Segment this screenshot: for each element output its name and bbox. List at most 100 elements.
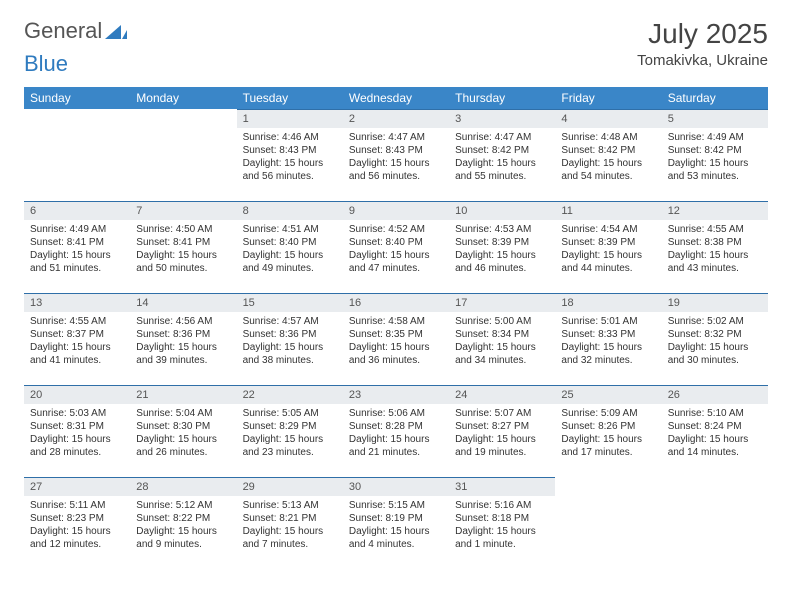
sunset-line: Sunset: 8:22 PM	[136, 512, 230, 525]
day-number: 7	[130, 201, 236, 220]
daylight-line: Daylight: 15 hours and 39 minutes.	[136, 341, 230, 367]
calendar-header-row: Sunday Monday Tuesday Wednesday Thursday…	[24, 87, 768, 109]
daylight-line: Daylight: 15 hours and 49 minutes.	[243, 249, 337, 275]
calendar-day-cell: 3Sunrise: 4:47 AMSunset: 8:42 PMDaylight…	[449, 109, 555, 201]
day-body: Sunrise: 5:09 AMSunset: 8:26 PMDaylight:…	[555, 404, 661, 465]
calendar-day-cell: .	[130, 109, 236, 201]
daylight-line: Daylight: 15 hours and 19 minutes.	[455, 433, 549, 459]
daylight-line: Daylight: 15 hours and 1 minute.	[455, 525, 549, 551]
month-title: July 2025	[637, 18, 768, 50]
day-number: 14	[130, 293, 236, 312]
sunrise-line: Sunrise: 5:05 AM	[243, 407, 337, 420]
daylight-line: Daylight: 15 hours and 28 minutes.	[30, 433, 124, 459]
sunset-line: Sunset: 8:36 PM	[136, 328, 230, 341]
calendar-day-cell: 22Sunrise: 5:05 AMSunset: 8:29 PMDayligh…	[237, 385, 343, 477]
calendar-day-cell: 16Sunrise: 4:58 AMSunset: 8:35 PMDayligh…	[343, 293, 449, 385]
day-body: Sunrise: 4:48 AMSunset: 8:42 PMDaylight:…	[555, 128, 661, 189]
sunrise-line: Sunrise: 4:53 AM	[455, 223, 549, 236]
sunset-line: Sunset: 8:27 PM	[455, 420, 549, 433]
sunrise-line: Sunrise: 4:56 AM	[136, 315, 230, 328]
sunset-line: Sunset: 8:41 PM	[30, 236, 124, 249]
calendar-day-cell: 26Sunrise: 5:10 AMSunset: 8:24 PMDayligh…	[662, 385, 768, 477]
day-number: 24	[449, 385, 555, 404]
sunset-line: Sunset: 8:24 PM	[668, 420, 762, 433]
day-body: Sunrise: 5:00 AMSunset: 8:34 PMDaylight:…	[449, 312, 555, 373]
sunrise-line: Sunrise: 5:04 AM	[136, 407, 230, 420]
sunrise-line: Sunrise: 4:50 AM	[136, 223, 230, 236]
sunset-line: Sunset: 8:21 PM	[243, 512, 337, 525]
day-body: Sunrise: 4:54 AMSunset: 8:39 PMDaylight:…	[555, 220, 661, 281]
day-number: 29	[237, 477, 343, 496]
daylight-line: Daylight: 15 hours and 12 minutes.	[30, 525, 124, 551]
daylight-line: Daylight: 15 hours and 56 minutes.	[349, 157, 443, 183]
col-head: Sunday	[24, 87, 130, 109]
calendar-day-cell: 15Sunrise: 4:57 AMSunset: 8:36 PMDayligh…	[237, 293, 343, 385]
daylight-line: Daylight: 15 hours and 4 minutes.	[349, 525, 443, 551]
daylight-line: Daylight: 15 hours and 9 minutes.	[136, 525, 230, 551]
calendar-day-cell: 11Sunrise: 4:54 AMSunset: 8:39 PMDayligh…	[555, 201, 661, 293]
day-number: 12	[662, 201, 768, 220]
day-number: 25	[555, 385, 661, 404]
day-body: Sunrise: 5:03 AMSunset: 8:31 PMDaylight:…	[24, 404, 130, 465]
calendar-day-cell: 17Sunrise: 5:00 AMSunset: 8:34 PMDayligh…	[449, 293, 555, 385]
day-number: 15	[237, 293, 343, 312]
calendar-day-cell: 27Sunrise: 5:11 AMSunset: 8:23 PMDayligh…	[24, 477, 130, 569]
day-number: 17	[449, 293, 555, 312]
sunset-line: Sunset: 8:31 PM	[30, 420, 124, 433]
day-number: 21	[130, 385, 236, 404]
logo-text-gray: General	[24, 18, 102, 44]
sunrise-line: Sunrise: 4:51 AM	[243, 223, 337, 236]
calendar-day-cell: 12Sunrise: 4:55 AMSunset: 8:38 PMDayligh…	[662, 201, 768, 293]
calendar-day-cell: 14 Sunrise: 4:56 AMSunset: 8:36 PMDayligh…	[130, 293, 236, 385]
day-body: Sunrise: 4:53 AMSunset: 8:39 PMDaylight:…	[449, 220, 555, 281]
day-body: Sunrise: 4:55 AMSunset: 8:38 PMDaylight:…	[662, 220, 768, 281]
sunrise-line: Sunrise: 4:47 AM	[349, 131, 443, 144]
day-number: 6	[24, 201, 130, 220]
daylight-line: Daylight: 15 hours and 41 minutes.	[30, 341, 124, 367]
daylight-line: Daylight: 15 hours and 21 minutes.	[349, 433, 443, 459]
day-number: 16	[343, 293, 449, 312]
calendar-week-row: 20Sunrise: 5:03 AMSunset: 8:31 PMDayligh…	[24, 385, 768, 477]
calendar-day-cell: 10Sunrise: 4:53 AMSunset: 8:39 PMDayligh…	[449, 201, 555, 293]
sunrise-line: Sunrise: 5:02 AM	[668, 315, 762, 328]
sunset-line: Sunset: 8:32 PM	[668, 328, 762, 341]
day-number: 30	[343, 477, 449, 496]
calendar-day-cell: 9Sunrise: 4:52 AMSunset: 8:40 PMDaylight…	[343, 201, 449, 293]
sunrise-line: Sunrise: 4:54 AM	[561, 223, 655, 236]
day-number: 22	[237, 385, 343, 404]
day-body: Sunrise: 5:12 AMSunset: 8:22 PMDaylight:…	[130, 496, 236, 557]
calendar-week-row: 13Sunrise: 4:55 AMSunset: 8:37 PMDayligh…	[24, 293, 768, 385]
day-body: Sunrise: 4:52 AMSunset: 8:40 PMDaylight:…	[343, 220, 449, 281]
daylight-line: Daylight: 15 hours and 54 minutes.	[561, 157, 655, 183]
sunset-line: Sunset: 8:28 PM	[349, 420, 443, 433]
day-number: 13	[24, 293, 130, 312]
calendar-day-cell: 30Sunrise: 5:15 AMSunset: 8:19 PMDayligh…	[343, 477, 449, 569]
sunset-line: Sunset: 8:39 PM	[561, 236, 655, 249]
day-number: 4	[555, 109, 661, 128]
sunrise-line: Sunrise: 5:13 AM	[243, 499, 337, 512]
sunset-line: Sunset: 8:30 PM	[136, 420, 230, 433]
sunrise-line: Sunrise: 5:12 AM	[136, 499, 230, 512]
calendar-day-cell: 23Sunrise: 5:06 AMSunset: 8:28 PMDayligh…	[343, 385, 449, 477]
sunrise-line: Sunrise: 4:49 AM	[30, 223, 124, 236]
daylight-line: Daylight: 15 hours and 26 minutes.	[136, 433, 230, 459]
daylight-line: Daylight: 15 hours and 17 minutes.	[561, 433, 655, 459]
daylight-line: Daylight: 15 hours and 38 minutes.	[243, 341, 337, 367]
day-body: Sunrise: 4:49 AMSunset: 8:41 PMDaylight:…	[24, 220, 130, 281]
sunrise-line: Sunrise: 5:03 AM	[30, 407, 124, 420]
daylight-line: Daylight: 15 hours and 51 minutes.	[30, 249, 124, 275]
day-body: Sunrise: 5:04 AMSunset: 8:30 PMDaylight:…	[130, 404, 236, 465]
sunrise-line: Sunrise: 4:48 AM	[561, 131, 655, 144]
location: Tomakivka, Ukraine	[637, 52, 768, 69]
sunset-line: Sunset: 8:29 PM	[243, 420, 337, 433]
sunrise-line: Sunrise: 4:52 AM	[349, 223, 443, 236]
sunrise-line: Sunrise: 4:55 AM	[30, 315, 124, 328]
sunset-line: Sunset: 8:40 PM	[349, 236, 443, 249]
calendar-day-cell: 29Sunrise: 5:13 AMSunset: 8:21 PMDayligh…	[237, 477, 343, 569]
day-number: 23	[343, 385, 449, 404]
day-body: Sunrise: 4:50 AMSunset: 8:41 PMDaylight:…	[130, 220, 236, 281]
day-number: 11	[555, 201, 661, 220]
day-number: 26	[662, 385, 768, 404]
sunset-line: Sunset: 8:39 PM	[455, 236, 549, 249]
daylight-line: Daylight: 15 hours and 14 minutes.	[668, 433, 762, 459]
